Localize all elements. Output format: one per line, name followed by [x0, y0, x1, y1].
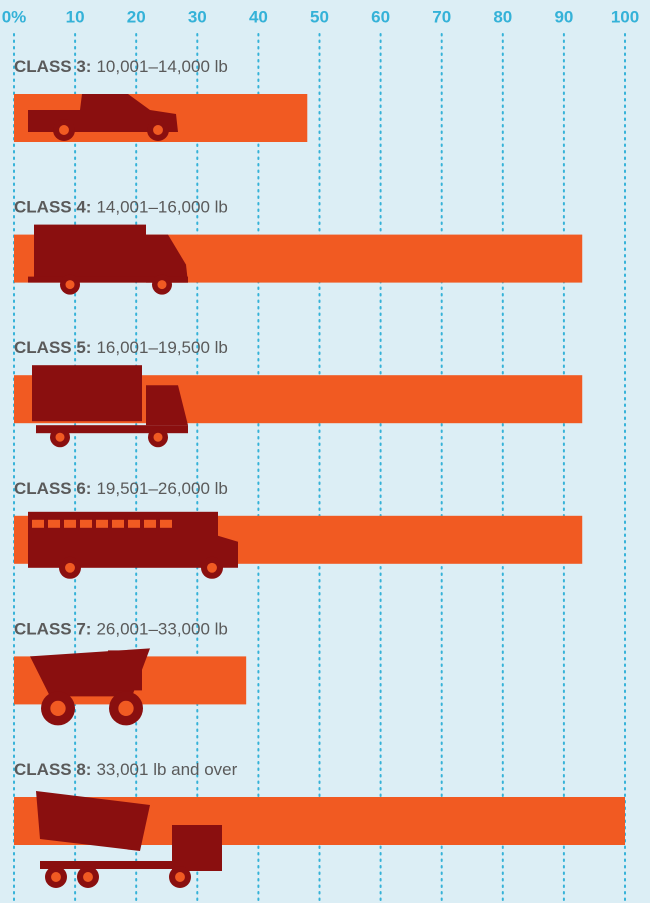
icon-hub [153, 432, 163, 442]
vehicle-icon [28, 94, 178, 141]
icon-part [146, 234, 188, 283]
x-tick-label: 50 [310, 7, 329, 26]
category-label: CLASS 3: 10,001–14,000 lb [14, 57, 228, 76]
weight-range: 33,001 lb and over [96, 760, 237, 779]
icon-hub [175, 872, 185, 882]
icon-part [32, 365, 142, 422]
icon-hub [50, 700, 66, 717]
icon-hub [153, 125, 163, 135]
vehicle-icon [28, 511, 238, 579]
x-tick-label: 70 [432, 7, 451, 26]
vehicle-icon [28, 224, 188, 295]
x-tick-label: 40 [249, 7, 268, 26]
icon-hub [83, 872, 93, 882]
vehicle-icon [32, 365, 188, 448]
class-name: CLASS 7: [14, 620, 91, 639]
icon-hub [157, 280, 167, 290]
class-name: CLASS 3: [14, 57, 91, 76]
weight-range: 19,501–26,000 lb [96, 479, 227, 498]
weight-range: 10,001–14,000 lb [96, 57, 227, 76]
vehicle-icon [30, 648, 150, 726]
icon-window [64, 519, 76, 528]
vehicle-icon [36, 791, 222, 888]
class-name: CLASS 8: [14, 760, 91, 779]
ticks: 0% 10 20 30 40 50 60 70 80 90 100 [2, 7, 639, 26]
icon-window [112, 519, 124, 528]
rows: CLASS 3: 10,001–14,000 lb CLASS 4: 14,001–1… [14, 57, 625, 888]
icon-window [32, 519, 44, 528]
icon-part [108, 650, 142, 691]
icon-hub [59, 125, 69, 135]
icon-part [218, 535, 238, 568]
icon-window [80, 519, 92, 528]
icon-part [36, 425, 188, 434]
weight-range: 26,001–33,000 lb [96, 620, 227, 639]
icon-hub [55, 432, 65, 442]
icon-hub [65, 562, 75, 573]
icon-part [34, 224, 146, 281]
class-name: CLASS 4: [14, 198, 91, 217]
icon-window [160, 519, 172, 528]
x-tick-label: 80 [493, 7, 512, 26]
icon-hub [51, 872, 61, 882]
icon-window [128, 519, 140, 528]
x-tick-label: 10 [66, 7, 85, 26]
category-label: CLASS 4: 14,001–16,000 lb [14, 198, 228, 217]
icon-window [96, 519, 108, 528]
category-label: CLASS 8: 33,001 lb and over [14, 760, 238, 779]
x-tick-label: 30 [188, 7, 207, 26]
grid [13, 33, 626, 903]
weight-range: 16,001–19,500 lb [96, 339, 227, 358]
icon-window [48, 519, 60, 528]
x-tick-label: 60 [371, 7, 390, 26]
weight-range: 14,001–16,000 lb [96, 198, 227, 217]
category-label: CLASS 6: 19,501–26,000 lb [14, 479, 228, 498]
icon-hub [207, 562, 217, 573]
icon-part [40, 861, 222, 869]
x-tick-label: 20 [127, 7, 146, 26]
icon-window [144, 519, 156, 528]
icon-part [146, 385, 188, 426]
class-name: CLASS 5: [14, 339, 91, 358]
icon-hub [118, 700, 134, 717]
icon-hub [65, 280, 75, 290]
category-label: CLASS 5: 16,001–19,500 lb [14, 339, 228, 358]
class-name: CLASS 6: [14, 479, 91, 498]
x-tick-label: 0% [2, 7, 27, 26]
icon-part [36, 791, 150, 851]
icon-part [28, 276, 188, 283]
x-tick-label: 90 [554, 7, 573, 26]
category-label: CLASS 7: 26,001–33,000 lb [14, 620, 228, 639]
x-tick-label: 100 [611, 7, 639, 26]
